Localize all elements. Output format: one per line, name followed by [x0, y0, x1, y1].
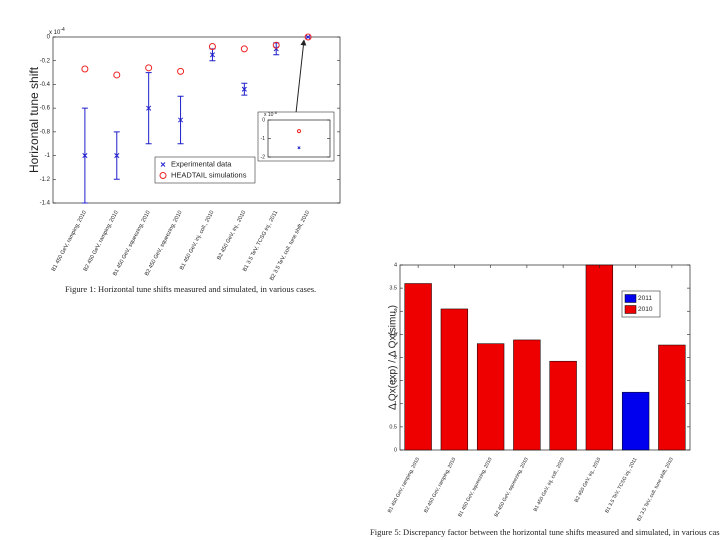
y-tick-label: -0.4	[40, 82, 51, 88]
figure-caption: Figure 1: Horizontal tune shifts measure…	[65, 284, 316, 294]
bar	[440, 308, 469, 451]
x-tick-label: B2 3.5 TeV, coll. tune shift, 2010	[636, 457, 675, 523]
legend-marker	[160, 162, 166, 167]
x-tick-label: B2 450 GeV, inj., 2010	[216, 210, 247, 261]
legend-swatch	[624, 294, 637, 303]
x-tick-label: B1 450 GeV, ramping, 2010	[51, 210, 88, 273]
exp-point	[297, 146, 301, 150]
y-tick-label: 1.5	[389, 378, 397, 384]
bar	[404, 283, 432, 451]
sim-point	[208, 42, 216, 50]
x-tick-label: B1 450 GeV, inj. coll., 2010	[179, 210, 215, 271]
y-tick-label: 2.5	[389, 332, 397, 338]
y-tick-label: 0	[262, 117, 265, 123]
inset-arrow	[295, 39, 307, 114]
x-tick-label: B1 450 GeV, squeezing, 2010	[457, 457, 494, 519]
sim-point	[240, 45, 248, 53]
y-tick-label: 1	[394, 401, 397, 407]
exp-point	[305, 34, 311, 40]
exponent-power: -4	[60, 27, 65, 33]
exp-point	[146, 105, 152, 111]
y-tick-label: 0	[47, 35, 51, 41]
exponent-base: x 10	[264, 112, 274, 118]
y-tick-label: -0.6	[40, 106, 51, 112]
axis-exponent: x 10-4	[49, 27, 65, 35]
exp-point	[273, 46, 279, 52]
y-tick-label: 0	[394, 447, 397, 453]
y-tick-label: -0.2	[40, 58, 51, 64]
y-tick-label: -1.2	[40, 177, 51, 183]
legend-swatch	[624, 305, 637, 314]
inset-frame	[257, 111, 335, 162]
legend-label: Experimental data	[171, 159, 232, 168]
x-tick-label: B1 450 GeV, ramping, 2010	[387, 457, 421, 514]
bar	[658, 344, 686, 451]
x-tick-label: B2 450 GeV, squeezing, 2010	[493, 457, 530, 519]
y-tick-label: -1	[261, 136, 266, 142]
legend-label: HEADTAIL simulations	[171, 170, 247, 179]
y-tick-label: 4	[394, 262, 397, 268]
exp-point	[241, 86, 247, 92]
sim-point	[113, 71, 121, 79]
sim-point	[297, 129, 301, 134]
x-tick-label: B2 450 GeV, ramping, 2010	[423, 457, 457, 514]
x-tick-label: B1 450 GeV, squeezing, 2010	[112, 210, 152, 277]
y-tick-label: 0.5	[389, 424, 397, 430]
y-tick-label: -2	[261, 154, 266, 160]
x-tick-label: B1 3.5 TeV, TCSG inj., 2011	[242, 210, 279, 273]
y-axis-label: Δ Qx(exp) / Δ Qx(simu.)	[388, 305, 399, 410]
y-tick-label: -1.4	[40, 201, 51, 207]
legend-label: 2011	[638, 295, 652, 302]
bar	[621, 391, 650, 451]
x-tick-label: B2 450 GeV, squeezing, 2010	[144, 210, 184, 277]
exponent-power: -6	[273, 110, 277, 115]
exp-point	[114, 153, 120, 159]
sim-point	[304, 33, 312, 41]
y-tick-label: 3.5	[389, 286, 397, 292]
sim-point	[145, 64, 153, 72]
sim-point	[272, 41, 280, 49]
bar	[549, 360, 577, 451]
x-tick-label: B2 450 GeV, ramping, 2010	[83, 210, 120, 273]
sim-point	[177, 67, 185, 75]
plot-frame	[52, 36, 341, 204]
figure-caption: Figure 5: Discrepancy factor between the…	[370, 527, 720, 537]
exponent-base: x 10	[49, 30, 61, 36]
axis-exponent: x 10-6	[264, 110, 278, 118]
exp-point	[209, 52, 215, 58]
exp-point	[178, 117, 184, 123]
sim-point	[81, 65, 89, 73]
y-tick-label: 3	[394, 309, 397, 315]
x-tick-label: B1 3.5 TeV, TCSG inj., 2011	[604, 457, 638, 515]
exp-point	[82, 153, 88, 159]
legend-box	[154, 156, 256, 184]
x-tick-label: B2 450 GeV, inj., 2010	[574, 457, 603, 504]
bar	[476, 343, 505, 451]
y-tick-label: -0.8	[40, 129, 51, 135]
legend-marker	[159, 172, 167, 179]
bar	[585, 264, 614, 451]
x-tick-label: B1 450 GeV, inj. coll., 2010	[533, 457, 567, 513]
y-axis-label: Horizontal tune shift	[27, 66, 41, 173]
x-tick-label: B2 3.5 TeV, coll. tune shift, 2010	[269, 210, 311, 282]
bar	[513, 339, 541, 451]
y-tick-label: -1	[45, 153, 51, 159]
y-tick-label: 2	[394, 355, 397, 361]
legend-label: 2010	[638, 306, 653, 313]
